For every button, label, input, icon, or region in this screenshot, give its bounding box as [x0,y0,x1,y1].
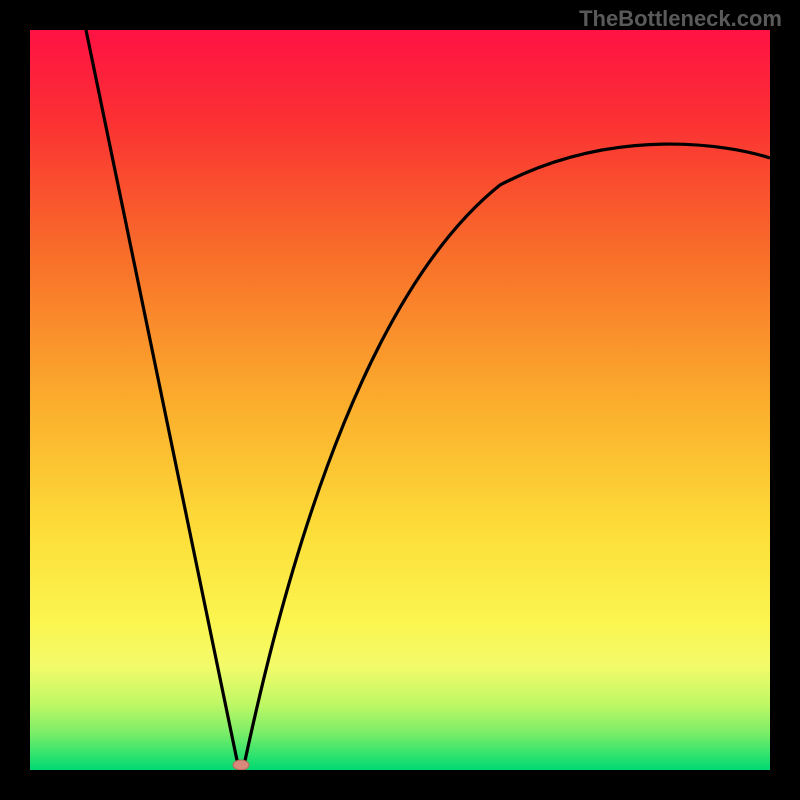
bottleneck-curve [30,30,770,770]
minimum-marker [233,760,249,770]
chart-frame [30,30,770,770]
watermark-text: TheBottleneck.com [579,6,782,32]
